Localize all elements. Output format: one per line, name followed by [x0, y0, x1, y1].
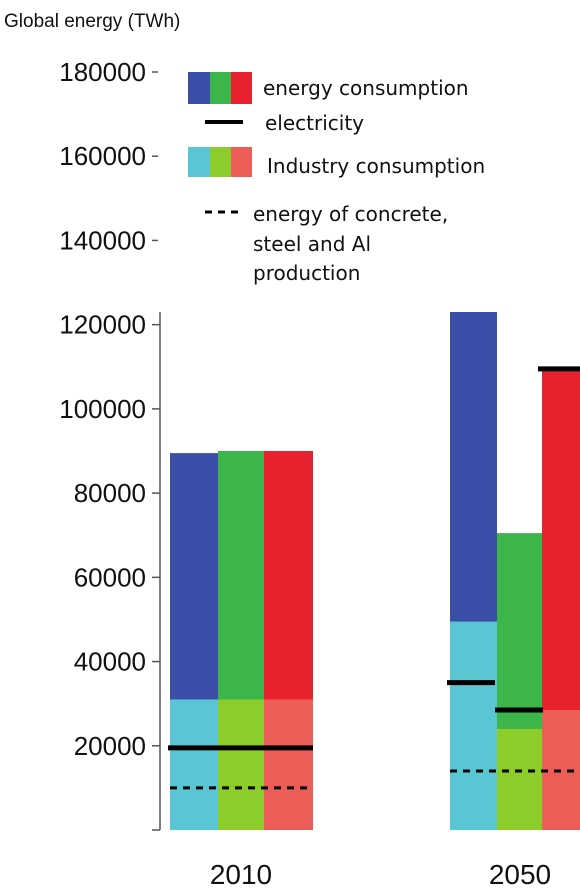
bar-industry-2010-3: [264, 699, 313, 830]
legend-label-industry: Industry consumption: [267, 154, 485, 178]
legend-swatch-energy-2: [210, 72, 231, 104]
y-axis-label: Global energy (TWh): [4, 11, 180, 32]
legend-label-dashed-1: energy of concrete,: [253, 202, 448, 226]
bar-industry-2010-2: [218, 699, 264, 830]
bars: [170, 196, 580, 830]
bar-industry-2050-1: [450, 621, 497, 830]
reference-lines: [168, 366, 580, 790]
y-tick-label: 160000: [59, 141, 146, 171]
y-axis: 180000 160000 140000 120000 100000 80000 60000…: [59, 57, 161, 831]
y-tick-label: 120000: [59, 310, 146, 340]
legend-label-energy: energy consumption: [263, 76, 469, 100]
y-tick-label: 180000: [59, 57, 146, 87]
category-label-2010: 2010: [210, 859, 272, 890]
legend-label-dashed-2: steel and Al: [253, 232, 371, 256]
y-tick-label: 60000: [74, 562, 146, 592]
legend-swatch-industry-2: [210, 147, 231, 177]
legend-swatch-energy-1: [188, 72, 210, 104]
legend-swatch-industry-1: [188, 147, 210, 177]
bar-industry-2050-2: [497, 728, 542, 830]
legend-swatch-energy-3: [231, 72, 252, 104]
y-tick-label: 140000: [59, 225, 146, 255]
legend: energy consumption electricity Industry …: [158, 62, 580, 312]
bar-industry-2010-1: [170, 699, 218, 830]
y-tick-label: 100000: [59, 394, 146, 424]
y-tick-label: 20000: [74, 731, 146, 761]
y-tick-label: 40000: [74, 647, 146, 677]
legend-swatch-industry-3: [231, 147, 252, 177]
y-tick-label: 80000: [74, 478, 146, 508]
category-label-2050: 2050: [489, 859, 551, 890]
legend-label-electricity: electricity: [265, 111, 364, 135]
category-labels: 2010 2050: [210, 859, 551, 890]
legend-label-dashed-3: production: [253, 261, 360, 285]
